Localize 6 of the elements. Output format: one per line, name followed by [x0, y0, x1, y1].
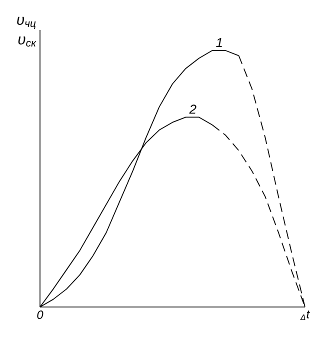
text: υ$_{ск}$	[18, 36, 36, 47]
x-tick-label: $_{Δ}$t	[300, 310, 310, 320]
y-axis-title: υ$_{чц}$	[17, 16, 36, 30]
series-label: 2	[189, 104, 196, 114]
x-tick-label: 0	[37, 310, 44, 319]
series-label: 1	[216, 38, 222, 47]
